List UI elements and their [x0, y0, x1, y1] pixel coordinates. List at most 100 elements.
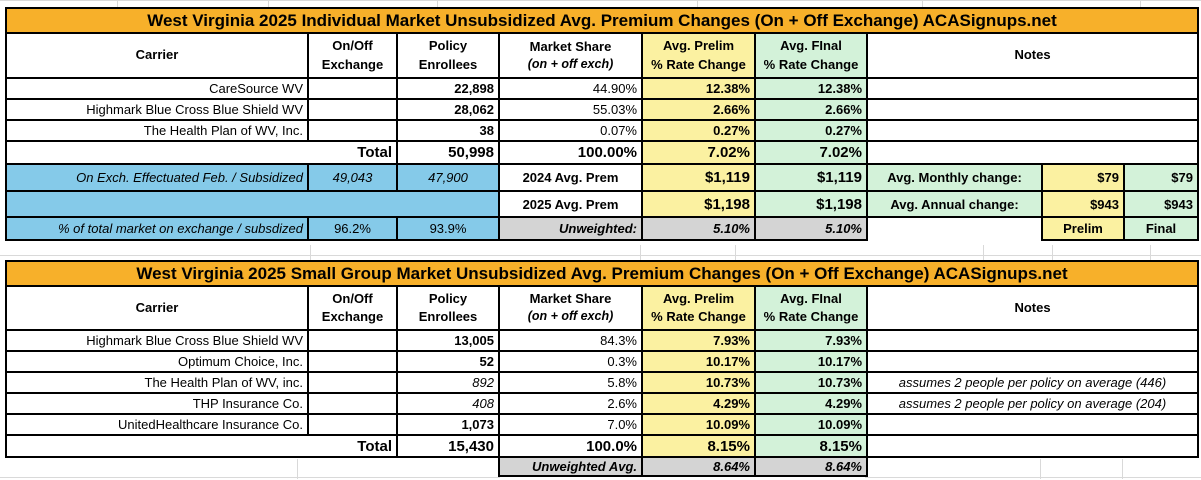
total-label: Total [5, 140, 398, 165]
cell-exchange [307, 392, 398, 415]
cell-note [866, 413, 1199, 436]
col-header-market-share: Market Share (on + off exch) [498, 285, 643, 331]
cell-final: 2.66% [754, 98, 868, 121]
sheet-gridline [437, 0, 438, 7]
table1-header-row: Carrier On/Off Exchange Policy Enrollees… [5, 32, 1199, 79]
sheet-gridline [0, 477, 500, 478]
carrier-row: The Health Plan of WV, Inc. 38 0.07% 0.2… [5, 119, 1199, 142]
cell-prelim: 10.09% [641, 413, 756, 436]
col-header-notes: Notes [866, 32, 1199, 79]
cell-note [866, 77, 1199, 100]
prem-2024-label: 2024 Avg. Prem [498, 163, 643, 192]
cell-enrollees: 28,062 [396, 98, 500, 121]
carrier-row: UnitedHealthcare Insurance Co. 1,073 7.0… [5, 413, 1199, 436]
table1-title: West Virginia 2025 Individual Market Uns… [5, 7, 1199, 34]
cell-share: 55.03% [498, 98, 643, 121]
cell-note [866, 98, 1199, 121]
cell-enrollees: 38 [396, 119, 500, 142]
sheet-gridline [0, 255, 1201, 256]
total-prelim: 7.02% [641, 140, 756, 165]
cell-share: 2.6% [498, 392, 643, 415]
spacer-cell [6, 457, 499, 476]
table2-title-row: West Virginia 2025 Small Group Market Un… [5, 260, 1199, 287]
carrier-row: CareSource WV 22,898 44.90% 12.38% 12.38… [5, 77, 1199, 100]
pct-subsidized: 96.2% [307, 216, 398, 241]
cell-exchange [307, 77, 398, 100]
cell-final: 10.17% [754, 350, 868, 373]
total-prelim: 8.15% [641, 434, 756, 458]
sheet-gridline [310, 245, 311, 261]
spacer-cell [867, 457, 1198, 476]
col-header-carrier: Carrier [5, 32, 309, 79]
cell-share: 7.0% [498, 413, 643, 436]
unweighted-label: Unweighted: [498, 216, 643, 241]
cell-final: 0.27% [754, 119, 868, 142]
cell-enrollees: 52 [396, 350, 500, 373]
total-row: Total 15,430 100.0% 8.15% 8.15% [5, 434, 1199, 458]
prem-2025-row: 2025 Avg. Prem $1,198 $1,198 Avg. Annual… [5, 190, 1199, 218]
cell-carrier: THP Insurance Co. [5, 392, 309, 415]
cell-final: 4.29% [754, 392, 868, 415]
sheet-gridline [1052, 245, 1053, 261]
col-header-final: Avg. FInal % Rate Change [754, 32, 868, 79]
unweighted-prelim: 5.10% [641, 216, 756, 241]
col-header-prelim: Avg. Prelim % Rate Change [641, 285, 756, 331]
sheet-gridline [1122, 459, 1123, 479]
sheet-gridline [983, 245, 984, 261]
col-header-carrier: Carrier [5, 285, 309, 331]
col-header-enrollees: Policy Enrollees [396, 32, 500, 79]
cell-carrier: UnitedHealthcare Insurance Co. [5, 413, 309, 436]
annual-change-prelim: $943 [1041, 190, 1125, 218]
sheet-gridline [297, 459, 298, 479]
final-column-label: Final [1123, 216, 1199, 241]
cell-share: 84.3% [498, 329, 643, 352]
cell-prelim: 10.73% [641, 371, 756, 394]
col-header-market-share: Market Share (on + off exch) [498, 32, 643, 79]
blue-spacer [5, 190, 500, 218]
cell-exchange [307, 371, 398, 394]
monthly-change-label: Avg. Monthly change: [866, 163, 1043, 192]
cell-carrier: The Health Plan of WV, Inc. [5, 119, 309, 142]
unweighted-final: 8.64% [754, 456, 868, 477]
cell-carrier: Highmark Blue Cross Blue Shield WV [5, 329, 309, 352]
prem-2024-prelim: $1,119 [641, 163, 756, 192]
sheet-gridline [268, 0, 269, 7]
carrier-row: The Health Plan of WV, inc. 892 5.8% 10.… [5, 371, 1199, 394]
prem-2025-prelim: $1,198 [641, 190, 756, 218]
pct-on-exchange-row: % of total market on exchange / subsdize… [5, 216, 1199, 241]
cell-note [866, 350, 1199, 373]
prem-2024-final: $1,119 [754, 163, 868, 192]
total-row: Total 50,998 100.00% 7.02% 7.02% [5, 140, 1199, 165]
cell-exchange [307, 413, 398, 436]
table2-header-row: Carrier On/Off Exchange Policy Enrollees… [5, 285, 1199, 331]
exch-subsidized-count: 49,043 [307, 163, 398, 192]
cell-note [866, 329, 1199, 352]
cell-carrier: Optimum Choice, Inc. [5, 350, 309, 373]
cell-exchange [307, 98, 398, 121]
cell-prelim: 10.17% [641, 350, 756, 373]
prem-2025-label: 2025 Avg. Prem [498, 190, 643, 218]
unweighted-prelim: 8.64% [641, 456, 756, 477]
cell-share: 5.8% [498, 371, 643, 394]
spacer-cell [867, 217, 1042, 240]
market-share-label: Market Share [529, 291, 612, 307]
small-group-market-table: West Virginia 2025 Small Group Market Un… [5, 260, 1199, 477]
cell-enrollees: 22,898 [396, 77, 500, 100]
cell-exchange [307, 119, 398, 142]
cell-final: 12.38% [754, 77, 868, 100]
cell-prelim: 12.38% [641, 77, 756, 100]
unweighted-label: Unweighted Avg. [498, 456, 643, 477]
cell-carrier: CareSource WV [5, 77, 309, 100]
unweighted-row: Unweighted Avg. 8.64% 8.64% [6, 456, 1198, 477]
sheet-gridline [117, 0, 118, 7]
annual-change-final: $943 [1123, 190, 1199, 218]
pct-exchange: 93.9% [396, 216, 500, 241]
sheet-gridline [1040, 459, 1041, 479]
cell-exchange [307, 350, 398, 373]
carrier-row: Optimum Choice, Inc. 52 0.3% 10.17% 10.1… [5, 350, 1199, 373]
cell-final: 10.09% [754, 413, 868, 436]
cell-carrier: The Health Plan of WV, inc. [5, 371, 309, 394]
carrier-row: Highmark Blue Cross Blue Shield WV 28,06… [5, 98, 1199, 121]
sheet-gridline [0, 0, 1201, 1]
pct-label: % of total market on exchange / subsdize… [5, 216, 309, 241]
